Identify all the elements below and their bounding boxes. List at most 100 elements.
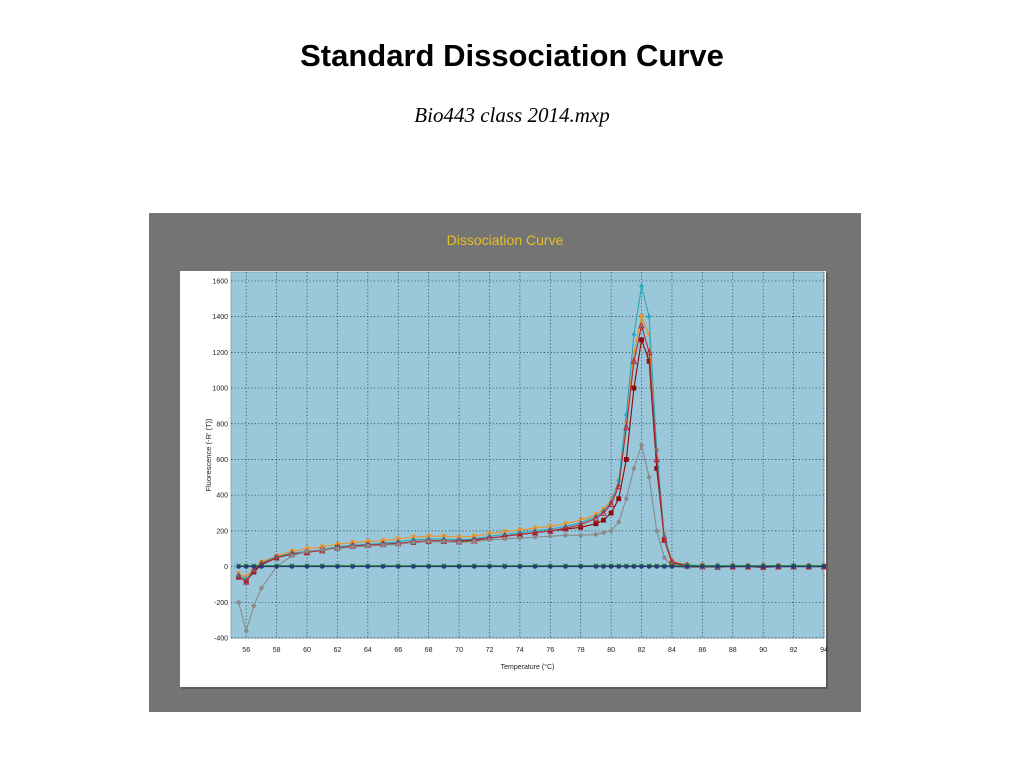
data-point bbox=[608, 528, 614, 534]
y-tick-label: 400 bbox=[216, 493, 228, 500]
data-point bbox=[274, 564, 279, 569]
data-point bbox=[662, 564, 667, 569]
data-point bbox=[456, 540, 462, 545]
data-point bbox=[646, 358, 652, 364]
slide-title: Standard Dissociation Curve bbox=[300, 38, 724, 73]
data-point bbox=[821, 564, 827, 569]
data-point bbox=[502, 564, 507, 569]
data-point bbox=[624, 496, 629, 501]
data-point bbox=[653, 455, 660, 463]
data-point bbox=[456, 564, 462, 569]
data-point bbox=[593, 564, 599, 569]
data-point bbox=[259, 585, 264, 591]
data-point bbox=[631, 331, 637, 338]
data-point bbox=[365, 564, 371, 569]
x-tick-label: 90 bbox=[759, 647, 767, 654]
data-point bbox=[304, 564, 310, 569]
data-point bbox=[547, 526, 554, 534]
data-point bbox=[607, 499, 615, 507]
data-point bbox=[600, 508, 607, 516]
series-group bbox=[235, 283, 828, 634]
data-point bbox=[244, 628, 249, 634]
data-point bbox=[236, 564, 241, 569]
y-tick-label: -400 bbox=[214, 636, 228, 643]
data-point bbox=[646, 313, 652, 320]
data-point bbox=[320, 547, 325, 552]
data-point bbox=[639, 564, 644, 569]
data-point bbox=[532, 564, 538, 569]
data-point bbox=[654, 465, 660, 471]
data-point bbox=[426, 564, 431, 569]
data-point bbox=[715, 564, 720, 569]
data-point bbox=[244, 564, 249, 569]
y-tick-label: 0 bbox=[224, 564, 228, 571]
data-point bbox=[630, 357, 638, 365]
x-tick-label: 72 bbox=[486, 647, 494, 654]
y-tick-label: 1600 bbox=[212, 278, 228, 285]
x-tick-label: 92 bbox=[790, 647, 798, 654]
data-point bbox=[251, 564, 257, 569]
data-point bbox=[365, 543, 371, 549]
data-point bbox=[662, 555, 667, 560]
data-point bbox=[639, 442, 644, 448]
data-point bbox=[623, 457, 629, 462]
x-tick-label: 88 bbox=[729, 647, 737, 654]
data-point bbox=[548, 534, 553, 539]
data-point bbox=[250, 565, 257, 574]
data-point bbox=[593, 521, 599, 527]
data-point bbox=[631, 385, 637, 391]
data-point bbox=[335, 564, 340, 569]
data-point bbox=[259, 564, 264, 569]
data-point bbox=[350, 564, 355, 569]
data-point bbox=[745, 564, 751, 569]
data-point bbox=[502, 536, 507, 542]
data-point bbox=[487, 564, 492, 569]
data-point bbox=[380, 542, 386, 548]
x-tick-label: 68 bbox=[425, 647, 433, 654]
data-point bbox=[601, 530, 606, 535]
data-point bbox=[806, 564, 811, 569]
x-tick-label: 70 bbox=[455, 647, 463, 654]
y-tick-label: 1400 bbox=[212, 314, 228, 321]
data-point bbox=[700, 564, 705, 569]
data-point bbox=[639, 314, 644, 320]
x-tick-label: 86 bbox=[698, 647, 706, 654]
data-point bbox=[304, 549, 310, 554]
data-point bbox=[646, 564, 652, 569]
data-point bbox=[616, 496, 622, 502]
data-point bbox=[639, 337, 644, 343]
data-point bbox=[593, 532, 599, 537]
data-point bbox=[578, 533, 583, 538]
x-tick-label: 80 bbox=[607, 647, 615, 654]
x-axis-label: Temperature (°C) bbox=[501, 663, 555, 671]
data-point bbox=[601, 517, 606, 523]
data-point bbox=[578, 564, 583, 569]
y-tick-label: -200 bbox=[214, 600, 228, 607]
data-point bbox=[396, 564, 401, 569]
data-point bbox=[601, 564, 606, 569]
data-point bbox=[411, 564, 416, 569]
data-point bbox=[623, 423, 630, 431]
data-point bbox=[654, 528, 659, 534]
x-tick-label: 82 bbox=[638, 647, 646, 654]
x-tick-label: 94 bbox=[820, 647, 828, 654]
data-point bbox=[441, 539, 447, 544]
data-point bbox=[563, 533, 568, 538]
data-point bbox=[532, 534, 538, 540]
data-point bbox=[615, 482, 622, 490]
data-point bbox=[592, 514, 600, 522]
data-point bbox=[624, 564, 629, 569]
x-tick-label: 74 bbox=[516, 647, 524, 654]
x-tick-label: 66 bbox=[394, 647, 402, 654]
series-line bbox=[238, 443, 824, 633]
data-point bbox=[684, 564, 690, 569]
y-tick-label: 1000 bbox=[212, 386, 228, 393]
data-point bbox=[760, 564, 766, 569]
data-point bbox=[646, 475, 652, 480]
x-tick-label: 64 bbox=[364, 647, 372, 654]
data-point bbox=[776, 564, 781, 569]
data-point bbox=[730, 564, 735, 569]
x-tick-label: 84 bbox=[668, 647, 676, 654]
y-tick-label: 1200 bbox=[212, 350, 228, 357]
data-point bbox=[631, 466, 637, 471]
